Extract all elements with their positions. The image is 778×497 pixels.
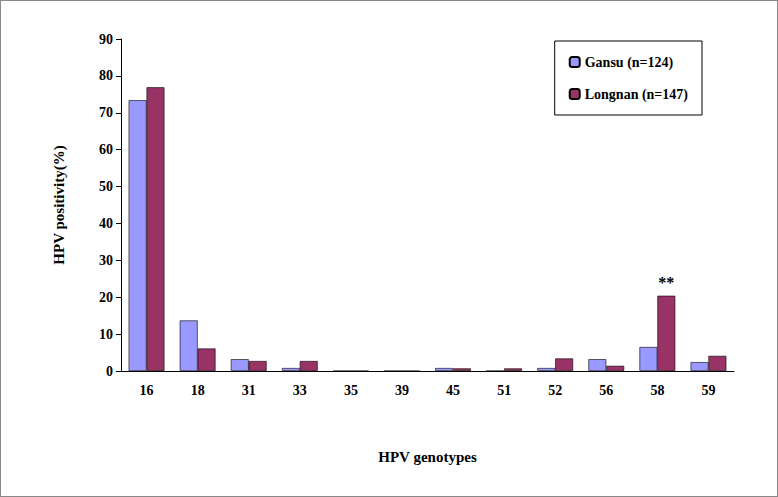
svg-text:58: 58 [650, 383, 664, 398]
svg-text:52: 52 [548, 383, 562, 398]
svg-text:16: 16 [140, 383, 154, 398]
svg-text:HPV genotypes: HPV genotypes [378, 449, 477, 465]
svg-text:50: 50 [99, 179, 113, 194]
svg-text:10: 10 [99, 327, 113, 342]
svg-text:Longnan (n=147): Longnan (n=147) [585, 87, 689, 103]
svg-text:0: 0 [106, 364, 113, 379]
svg-text:35: 35 [344, 383, 358, 398]
svg-text:59: 59 [701, 383, 715, 398]
svg-text:HPV positivity(%): HPV positivity(%) [51, 145, 68, 264]
svg-text:60: 60 [99, 142, 113, 157]
svg-text:Gansu (n=124): Gansu (n=124) [585, 55, 674, 71]
svg-text:45: 45 [446, 383, 460, 398]
svg-text:90: 90 [99, 32, 113, 47]
svg-text:30: 30 [99, 253, 113, 268]
svg-text:**: ** [658, 274, 674, 291]
svg-text:56: 56 [599, 383, 613, 398]
svg-text:20: 20 [99, 290, 113, 305]
svg-text:40: 40 [99, 216, 113, 231]
svg-text:33: 33 [293, 383, 307, 398]
svg-text:31: 31 [242, 383, 256, 398]
svg-text:18: 18 [191, 383, 205, 398]
svg-text:39: 39 [395, 383, 409, 398]
svg-text:80: 80 [99, 68, 113, 83]
svg-text:70: 70 [99, 105, 113, 120]
svg-text:51: 51 [497, 383, 511, 398]
